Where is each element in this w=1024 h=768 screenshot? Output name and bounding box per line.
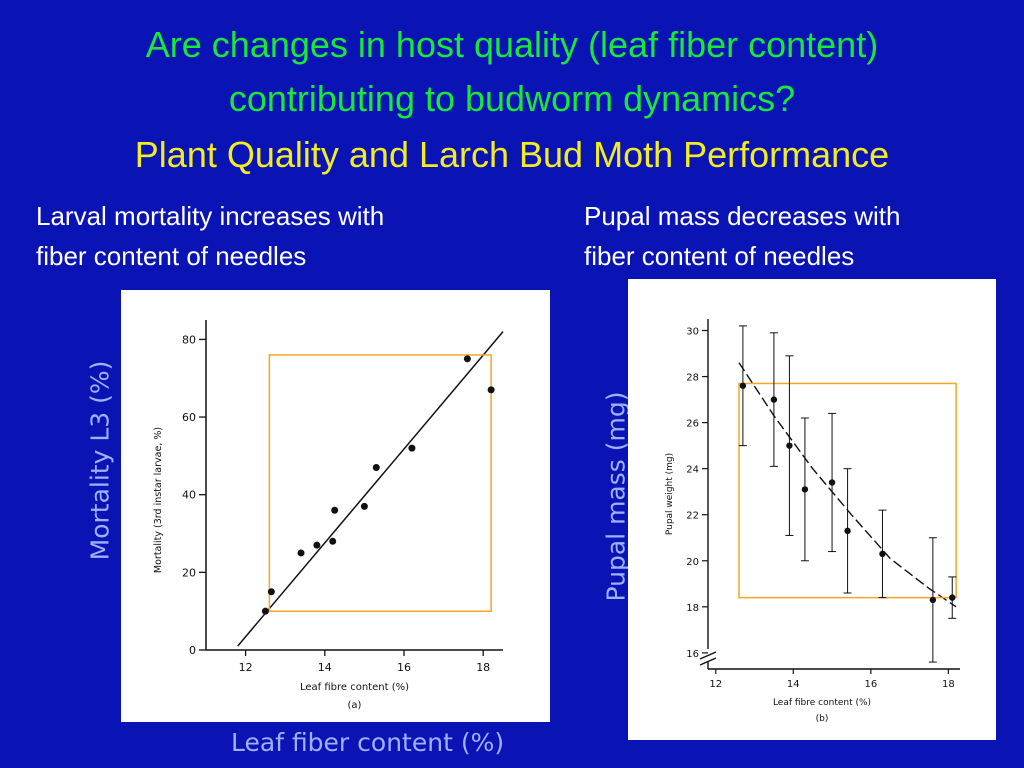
slide-title-line-2: contributing to budworm dynamics? [228,78,796,119]
data-point [739,382,747,389]
data-point [929,596,937,604]
left-caption-line-1: Larval mortality increases with [36,201,385,231]
data-point [879,550,886,558]
y-tick-label: 60 [182,411,196,424]
data-point [360,502,368,510]
highlight-box [268,354,492,612]
left-caption-line-2: fiber content of needles [36,241,307,271]
x-tick-label: 12 [239,661,253,674]
x-axis-title: Leaf fibre content (%) [773,698,871,708]
data-point [313,541,321,549]
panel-label: (b) [816,714,829,724]
data-point [372,464,380,472]
x-axis-title: Leaf fibre content (%) [300,682,409,693]
y-tick-label: 40 [182,489,196,502]
panel-label: (a) [348,700,362,711]
y-axis-title: Pupal weight (mg) [665,453,675,535]
y-tick-label: 0 [189,644,196,657]
pupal-chart-panel: 16 18 20 22 24 26 28 30 12 14 16 18 Leaf fibre conte… [628,279,996,740]
y-tick-label: 20 [182,566,196,579]
y-tick-label: 18 [686,603,699,614]
x-tick-label: 18 [476,661,490,674]
y-axis-title: Mortality (3rd instar larvae, %) [153,427,164,573]
right-caption-line-1: Pupal mass decreases with [584,201,901,231]
y-tick-label: 26 [686,419,699,430]
x-tick-label: 16 [397,661,411,674]
x-tick-label: 14 [318,661,332,674]
data-point [828,479,836,486]
slide-subtitle: Plant Quality and Larch Bud Moth Perform… [134,134,890,175]
axis-break-mark [699,651,717,660]
regression-line [237,331,504,647]
y-tick-label: 16 [686,649,699,660]
axis-break-mark [699,657,717,666]
leaf-fiber-axis-label: Leaf fiber content (%) [231,728,505,757]
data-point [408,444,416,452]
data-point [329,537,337,545]
data-point [801,486,809,493]
left-caption: Larval mortality increases with fiber co… [36,196,384,276]
y-tick-label: 20 [686,557,699,568]
mortality-axis-label: Mortality L3 (%) [85,360,115,561]
y-tick-label: 30 [686,327,699,338]
right-caption-line-2: fiber content of needles [584,241,855,271]
data-point [463,355,471,363]
data-point [949,594,956,601]
slide-title-line-1: Are changes in host quality (leaf fiber … [145,24,879,65]
data-point [770,396,778,403]
x-tick-label: 12 [709,679,722,690]
right-caption: Pupal mass decreases with fiber content … [584,196,900,276]
data-point [297,549,305,557]
data-point [331,506,339,514]
data-point [267,588,275,596]
mortality-chart-panel: 0 20 40 60 80 12 14 16 18 Leaf fibre content (%) (… [121,290,550,722]
y-tick-label: 80 [182,333,196,346]
mortality-chart: 0 20 40 60 80 12 14 16 18 Leaf fibre content (%) (… [153,320,504,711]
data-point [786,442,793,449]
pupal-mass-axis-label: Pupal mass (mg) [601,391,631,602]
y-tick-label: 28 [686,373,699,384]
pupal-weight-chart: 16 18 20 22 24 26 28 30 12 14 16 18 Leaf fibre conte… [665,319,960,724]
data-point [487,386,495,394]
x-tick-label: 16 [864,679,877,690]
y-tick-label: 22 [686,511,699,522]
highlight-box [738,382,957,599]
y-tick-label: 24 [686,465,699,476]
data-point [844,527,851,535]
x-tick-label: 18 [942,679,955,690]
data-point [261,607,269,615]
x-tick-label: 14 [787,679,800,690]
